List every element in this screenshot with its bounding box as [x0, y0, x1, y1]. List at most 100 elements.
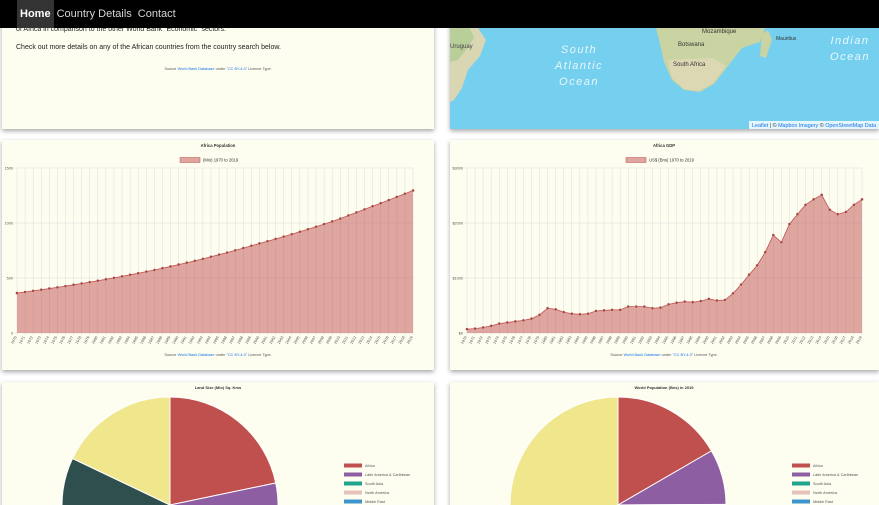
x-tick-label: 1980	[541, 336, 549, 345]
x-tick-label: 1970	[460, 336, 468, 345]
point	[322, 222, 326, 226]
y-tick-label: 0	[11, 331, 13, 335]
attribution-link[interactable]: Mapbox Imagery	[778, 123, 818, 129]
x-tick-label: 2008	[317, 336, 325, 345]
x-tick-label: 1986	[139, 336, 147, 345]
point	[699, 299, 703, 303]
pie-slice	[61, 457, 171, 505]
x-tick-label: 2010	[783, 336, 791, 345]
point	[707, 297, 711, 301]
legend-swatch	[344, 472, 362, 477]
point	[47, 287, 51, 291]
attribution: Leaflet | © Mapbox Imagery © OpenStreetMap D…	[752, 122, 876, 129]
source-text: under	[216, 67, 226, 71]
nav-link[interactable]: Country Details	[56, 8, 132, 20]
x-tick-label: 1994	[204, 336, 212, 345]
x-tick-label: 1998	[686, 336, 694, 345]
x-tick-label: 1992	[638, 336, 646, 345]
map[interactable]: Uruguay Botswana Mozambique Mauritius So…	[450, 28, 879, 129]
map-label: Botswana	[678, 42, 705, 48]
y-tick-label: 1500	[5, 166, 13, 170]
point	[371, 204, 375, 208]
source-link[interactable]: World Bank Database	[178, 353, 215, 357]
point	[610, 308, 614, 312]
point	[257, 241, 261, 245]
x-tick-label: 1988	[156, 336, 164, 345]
attribution-link[interactable]: Leaflet	[752, 123, 769, 129]
source-link[interactable]: "CC BY-4.0"	[673, 353, 694, 357]
x-tick-label: 1974	[43, 336, 51, 345]
x-tick-label: 1994	[654, 336, 662, 345]
point	[241, 246, 245, 250]
source-link[interactable]: "CC BY-4.0"	[227, 353, 248, 357]
x-tick-label: 1985	[581, 336, 589, 345]
ocean-label: South Atlantic Ocean Indian Ocean	[554, 35, 869, 88]
legend-swatch	[625, 157, 647, 163]
source-link[interactable]: World Bank Database	[624, 353, 661, 357]
legend-label: (Mio) 1970 to 2019	[203, 158, 239, 163]
ocean-label-line: Atlantic	[554, 60, 603, 72]
legend-label: Latin America & Caribbean	[813, 473, 858, 477]
x-tick-label: 2011	[791, 336, 799, 345]
attribution-text: | ©	[770, 122, 777, 129]
pie-slice	[169, 396, 277, 505]
point	[546, 306, 550, 310]
source-text: Licence Type.	[248, 67, 271, 71]
point	[338, 217, 342, 221]
point	[804, 203, 808, 207]
x-tick-label: 2017	[839, 336, 847, 345]
point	[594, 309, 598, 313]
x-tick-label: 2001	[261, 336, 269, 345]
x-tick-label: 2017	[390, 336, 398, 345]
attribution-link[interactable]: OpenStreetMap Data	[825, 123, 876, 129]
attribution-bg	[749, 121, 879, 129]
x-tick-label: 2019	[406, 336, 414, 345]
point	[586, 312, 590, 316]
x-tick-label: 1972	[26, 336, 34, 345]
point	[104, 277, 108, 281]
y-tick-label: $2000	[452, 221, 463, 225]
point	[828, 208, 832, 212]
source-link[interactable]: "CC BY-4.0"	[227, 67, 248, 71]
point	[177, 263, 181, 267]
legend-swatch	[344, 499, 362, 504]
nav-link[interactable]: Home	[17, 0, 54, 28]
nav-link[interactable]: Contact	[137, 8, 176, 20]
source-link[interactable]: World Bank Database	[178, 67, 215, 71]
x-tick-label: 1975	[500, 336, 508, 345]
point	[812, 197, 816, 201]
x-tick-label: 2013	[807, 336, 815, 345]
source-text: Source	[610, 353, 622, 357]
legend-swatch	[792, 481, 810, 486]
x-tick-label: 2007	[758, 336, 766, 345]
point	[554, 307, 558, 311]
y-tick-label: 1000	[5, 221, 13, 225]
map-label: South Africa	[673, 62, 706, 68]
x-tick-label: 2003	[726, 336, 734, 345]
x-tick-label: 2007	[309, 336, 317, 345]
source-text: under	[662, 353, 672, 357]
point	[739, 283, 743, 287]
point	[330, 219, 334, 223]
x-tick-label: 1996	[220, 336, 228, 345]
x-tick-label: 1975	[51, 336, 59, 345]
legend-label: South Asia	[365, 482, 384, 486]
legend-label: South Asia	[813, 482, 832, 486]
point	[31, 289, 35, 293]
x-tick-label: 2004	[285, 336, 293, 345]
chart-title: World Population (Bns) in 2019	[634, 385, 694, 390]
legend-label: North America	[813, 491, 838, 495]
point	[346, 214, 350, 218]
source-line: SourceWorld Bank Databaseunder"CC BY-4.0…	[164, 353, 271, 357]
point	[578, 312, 582, 316]
point	[120, 274, 124, 278]
point	[144, 270, 148, 274]
map-label: Mozambique	[702, 29, 737, 35]
x-tick-label: 2005	[293, 336, 301, 345]
legend-swatch	[792, 463, 810, 468]
point	[395, 195, 399, 199]
point	[618, 308, 622, 312]
x-tick-label: 2018	[398, 336, 406, 345]
point	[731, 291, 735, 295]
